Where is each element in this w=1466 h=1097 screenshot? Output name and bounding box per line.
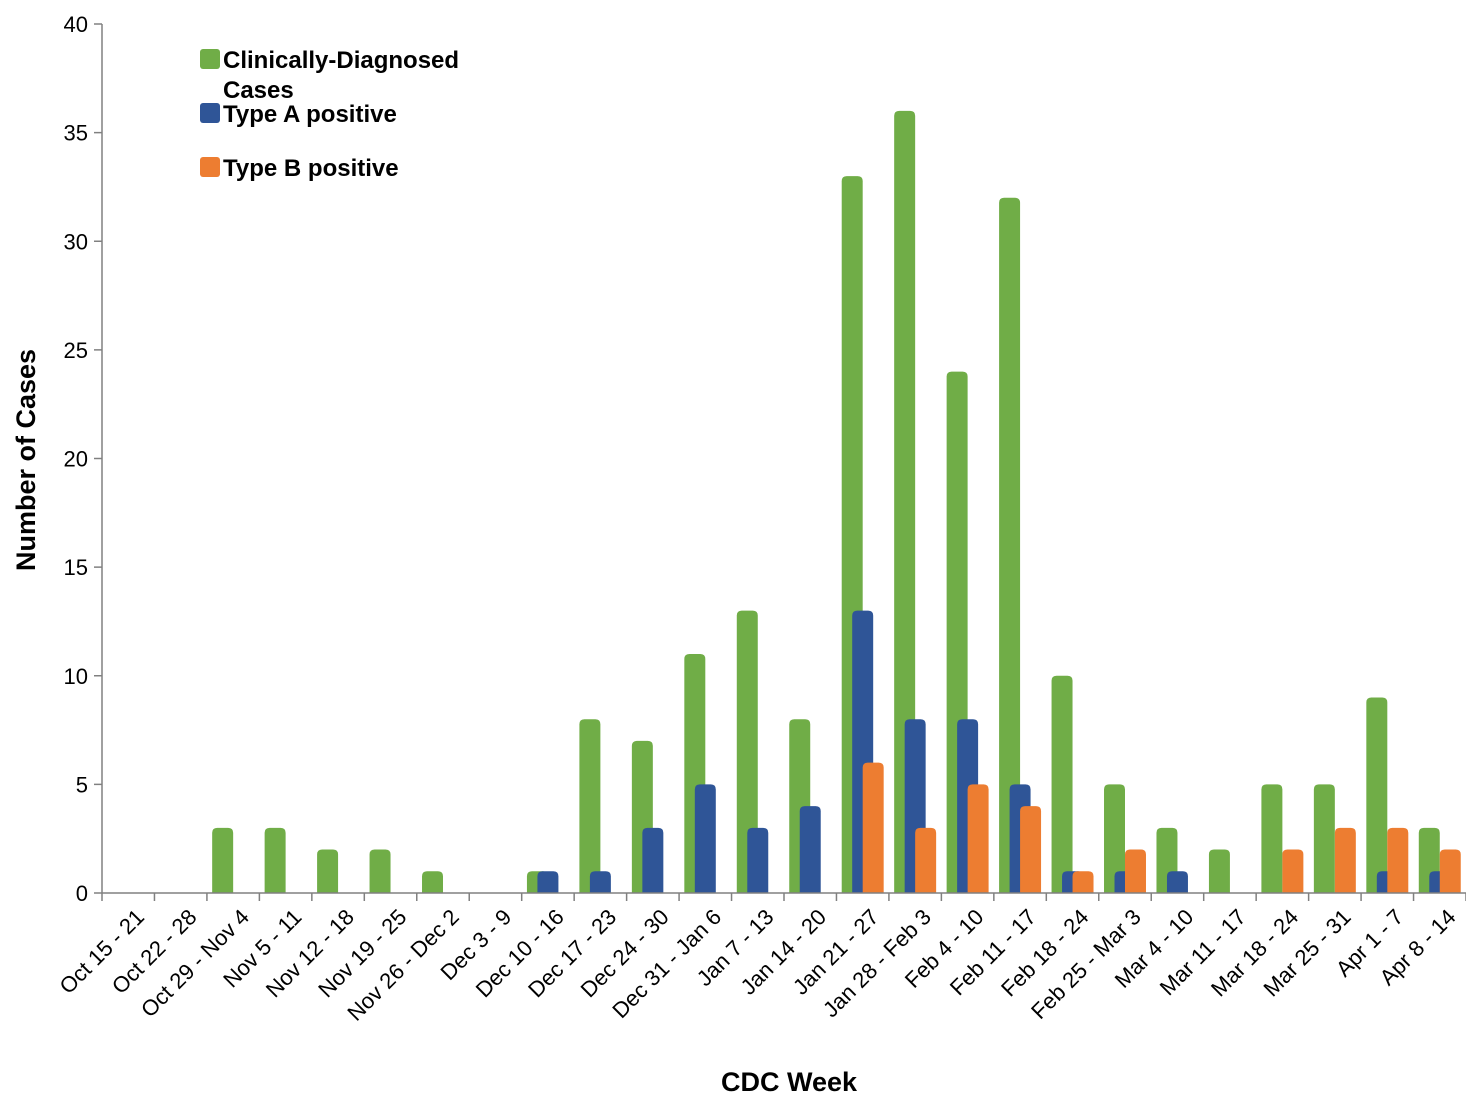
- y-tick-label: 40: [64, 12, 88, 37]
- bar-type-a-10: [642, 827, 664, 893]
- bar-type-b-16: [967, 784, 989, 893]
- bar-clinical-19: [1104, 784, 1125, 893]
- legend-swatch-2: [200, 157, 220, 177]
- y-tick-label: 5: [76, 772, 88, 797]
- bar-type-a-11: [694, 784, 716, 893]
- bar-clinical-22: [1261, 784, 1283, 893]
- legend-label-1: Type A positive: [223, 101, 397, 128]
- y-tick-label: 10: [64, 664, 88, 689]
- bar-clinical-24: [1366, 697, 1388, 893]
- bar-clinical-6: [422, 871, 443, 893]
- bar-type-a-13: [799, 806, 821, 893]
- bar-type-b-18: [1072, 871, 1094, 893]
- legend-label-2: Type B positive: [223, 155, 399, 182]
- bar-type-a-20: [1166, 871, 1188, 893]
- bar-clinical-2: [212, 827, 234, 893]
- bar-type-b-24: [1387, 827, 1409, 893]
- y-tick-label: 0: [76, 881, 88, 906]
- x-axis-title: CDC Week: [721, 1067, 858, 1097]
- y-axis-title: Number of Cases: [11, 349, 41, 571]
- y-tick-label: 20: [64, 447, 88, 472]
- bar-clinical-15: [894, 110, 916, 893]
- bar-clinical-5: [369, 849, 391, 893]
- legend-swatch-0: [200, 49, 220, 69]
- legend-label-0: Clinically-Diagnosed Cases: [223, 47, 459, 104]
- bar-type-b-19: [1125, 849, 1146, 893]
- bar-type-b-25: [1439, 849, 1461, 893]
- bar-type-b-17: [1020, 806, 1042, 893]
- bar-type-b-15: [915, 827, 937, 893]
- y-tick-label: 15: [64, 555, 88, 580]
- bar-type-b-14: [862, 762, 884, 893]
- bar-type-b-23: [1334, 827, 1356, 893]
- bar-type-b-22: [1282, 849, 1304, 893]
- bar-type-a-9: [589, 871, 611, 893]
- bar-clinical-9: [579, 719, 601, 893]
- bar-type-a-8: [537, 871, 559, 893]
- y-tick-label: 25: [64, 338, 88, 363]
- legend-swatch-1: [200, 103, 220, 123]
- y-tick-label: 35: [64, 121, 88, 146]
- bar-clinical-23: [1313, 784, 1335, 893]
- bar-type-a-12: [747, 827, 769, 893]
- bar-clinical-3: [264, 827, 286, 893]
- bar-clinical-12: [736, 610, 758, 893]
- bar-clinical-17: [999, 197, 1021, 894]
- bars-group: [212, 110, 1461, 894]
- bar-clinical-21: [1208, 849, 1230, 893]
- bar-clinical-4: [317, 849, 339, 893]
- bar-clinical-18: [1051, 675, 1073, 893]
- y-ticks-group: 0 5 10 15 20 25 30 35 40: [64, 12, 102, 906]
- y-tick-label: 30: [64, 229, 88, 254]
